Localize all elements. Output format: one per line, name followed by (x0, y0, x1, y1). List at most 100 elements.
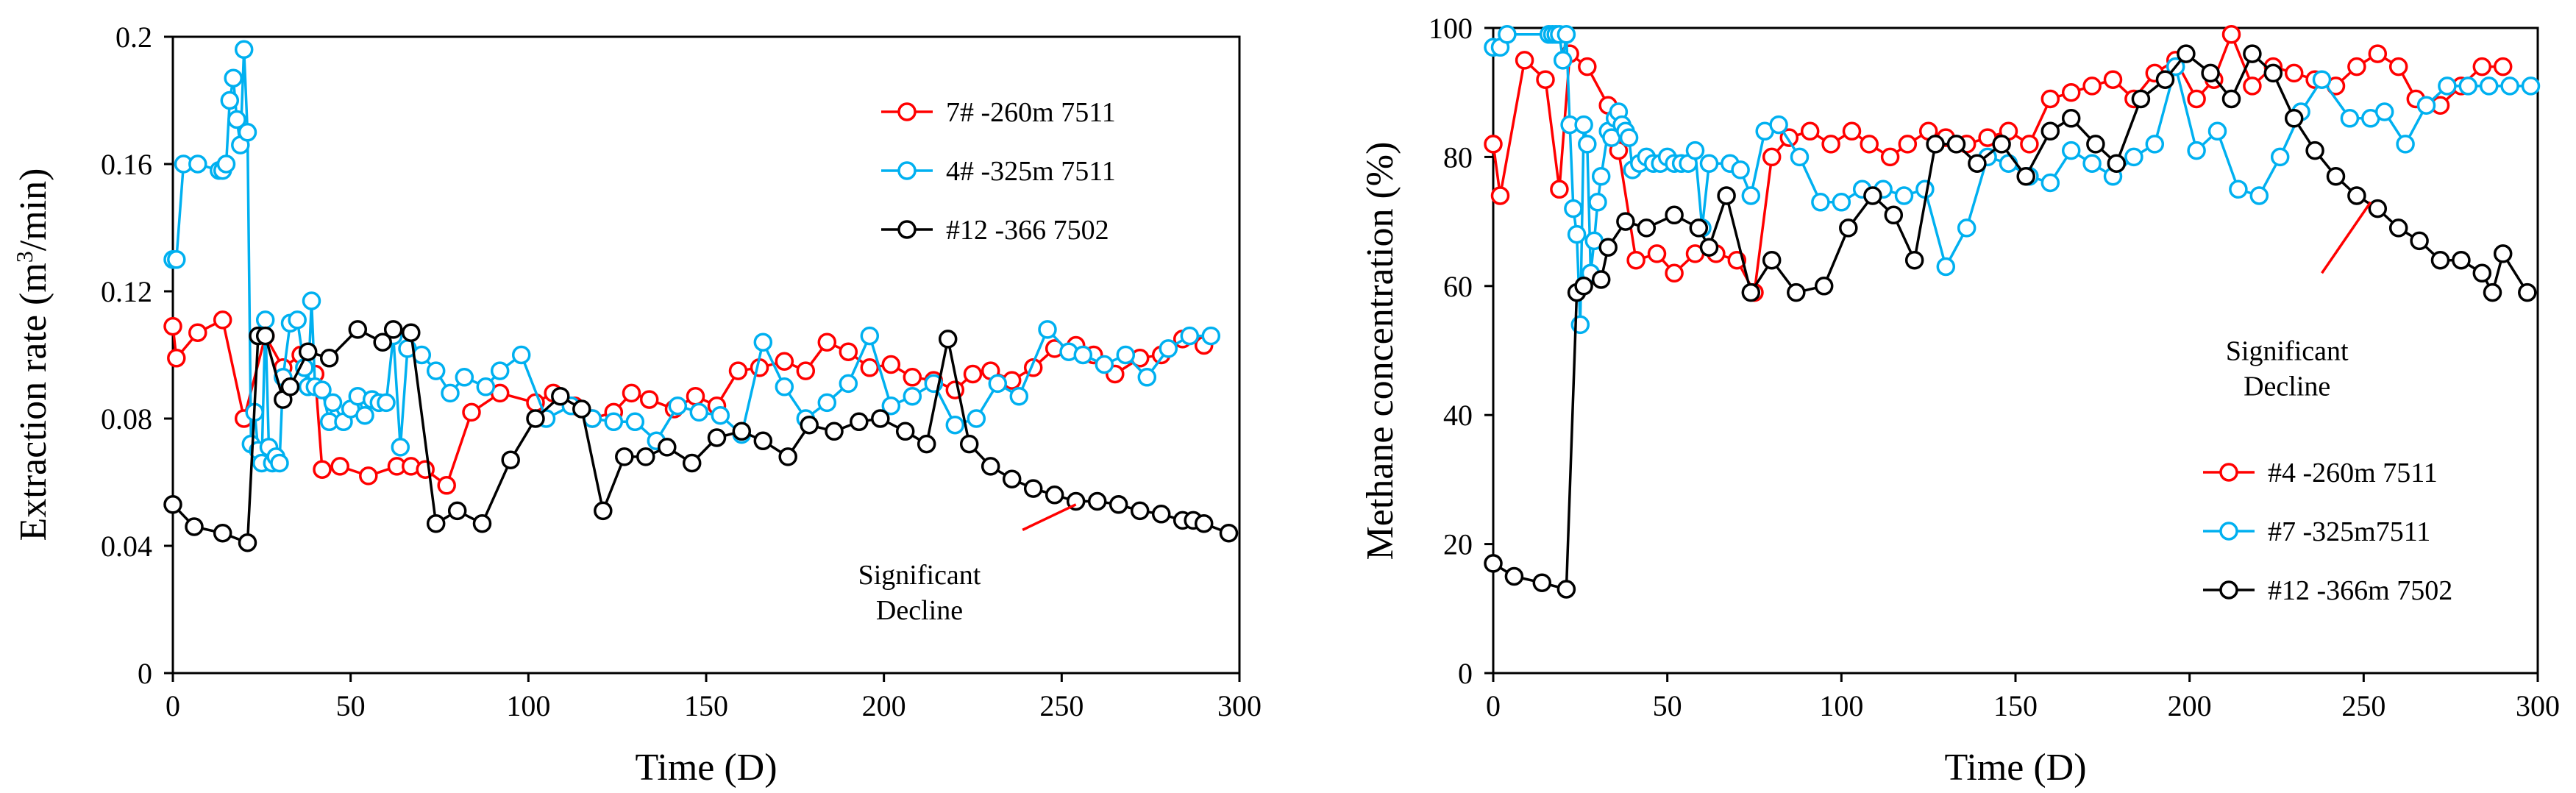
data-point (255, 310, 275, 330)
series-2 (163, 320, 1239, 552)
data-point (426, 513, 446, 533)
y-tick-label: 0.08 (101, 402, 152, 435)
data-point (1484, 554, 1503, 573)
data-point (711, 405, 730, 425)
data-point (2082, 154, 2102, 173)
data-point (1968, 154, 1987, 173)
data-point (348, 320, 368, 339)
data-point (163, 316, 182, 336)
x-tick-label: 50 (1653, 689, 1682, 722)
data-point (1201, 326, 1221, 346)
data-point (1814, 277, 1834, 296)
series-1 (163, 40, 1221, 473)
data-point (895, 422, 915, 441)
data-point (2416, 96, 2436, 115)
data-point (1578, 57, 1597, 77)
data-point (1219, 523, 1239, 543)
data-point (860, 326, 880, 346)
data-point (1598, 238, 1618, 257)
x-tick-label: 200 (2168, 689, 2212, 722)
legend-label: #12 -366m 7502 (2268, 575, 2452, 606)
data-point (255, 326, 275, 346)
data-point (2472, 263, 2492, 283)
data-point (2221, 25, 2241, 44)
data-point (234, 40, 254, 60)
data-point (377, 393, 396, 413)
data-point (2187, 89, 2206, 109)
data-point (707, 428, 727, 447)
data-point (622, 383, 641, 403)
data-point (2243, 77, 2262, 96)
data-point (1490, 186, 1510, 205)
data-point (1550, 179, 1569, 199)
data-point (881, 355, 901, 374)
data-point (1619, 128, 1639, 147)
x-tick-label: 150 (684, 689, 728, 722)
x-tick-label: 100 (1819, 689, 1863, 722)
legend-label: 7# -260m 7511 (946, 97, 1116, 128)
data-point (2155, 70, 2175, 89)
data-point (1137, 368, 1157, 387)
data-point (1832, 193, 1851, 212)
data-point (732, 422, 752, 441)
data-point (1591, 166, 1611, 186)
legend-label: #4 -260m 7511 (2268, 458, 2438, 488)
data-point (238, 533, 257, 552)
data-point (778, 447, 797, 466)
data-point (2124, 147, 2143, 167)
data-point (1023, 479, 1043, 498)
data-point (1790, 147, 1810, 167)
data-point (1504, 566, 1524, 586)
annotation-text: Significant (858, 560, 981, 591)
data-point (753, 333, 773, 352)
data-point (1731, 160, 1750, 179)
data-point (2061, 109, 2081, 128)
data-point (426, 361, 446, 380)
data-point (1574, 115, 1593, 135)
data-point (2347, 186, 2366, 205)
data-point (472, 513, 492, 533)
legend-marker (2219, 580, 2238, 600)
data-point (501, 450, 520, 469)
annotation-text: Decline (2244, 371, 2330, 402)
data-point (1821, 135, 1840, 154)
data-point (2388, 57, 2408, 77)
data-point (511, 345, 531, 365)
x-tick-label: 50 (336, 689, 366, 722)
data-point (2103, 70, 2123, 89)
data-point (298, 342, 318, 361)
data-point (1194, 513, 1214, 533)
y-axis-title: Extraction rate (m3/min) (11, 168, 54, 541)
data-point (1564, 199, 1583, 218)
data-point (1532, 573, 1552, 592)
data-point (839, 342, 858, 361)
data-point (238, 123, 257, 142)
legend-marker (897, 220, 917, 239)
data-point (2326, 166, 2346, 186)
data-point (323, 393, 343, 413)
data-point (1180, 326, 1200, 346)
x-tick-label: 300 (2516, 689, 2560, 722)
data-point (636, 447, 655, 466)
data-point (1936, 257, 1956, 277)
data-point (437, 476, 456, 495)
data-point (689, 402, 709, 422)
data-point (2479, 77, 2499, 96)
data-point (163, 495, 182, 514)
data-point (1842, 121, 1862, 141)
data-point (2458, 77, 2478, 96)
data-point (313, 380, 332, 399)
x-axis-title: Time (D) (1944, 747, 2086, 789)
data-point (1647, 244, 1667, 263)
data-point (1484, 135, 1503, 154)
data-point (2020, 135, 2039, 154)
data-point (938, 330, 958, 349)
data-point (2493, 57, 2513, 77)
data-point (2016, 166, 2035, 186)
y-axis-title: Methane concentration (%) (1359, 142, 1401, 561)
data-point (2452, 250, 2471, 270)
data-point (2305, 141, 2324, 160)
data-point (796, 361, 816, 380)
